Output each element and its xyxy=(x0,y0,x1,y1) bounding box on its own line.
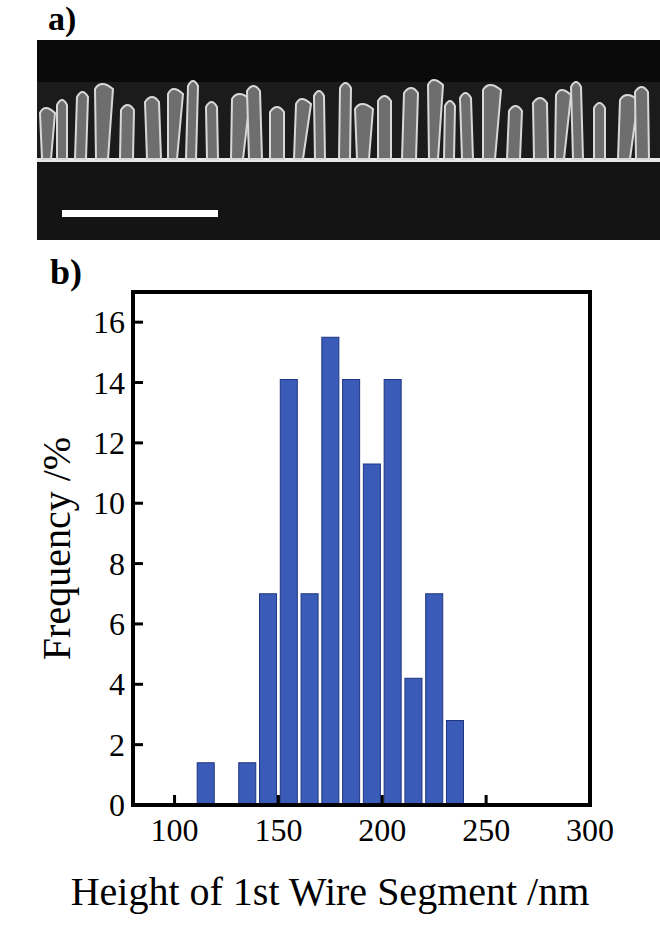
nanowire xyxy=(40,108,55,159)
x-tick-label: 150 xyxy=(254,812,302,848)
nanowire xyxy=(247,86,262,159)
nanowire xyxy=(270,107,284,159)
bars xyxy=(197,337,463,805)
nanowire xyxy=(460,93,473,159)
x-tick-label: 100 xyxy=(151,812,199,848)
nanowire xyxy=(145,97,161,159)
nanowire xyxy=(635,87,649,159)
y-tick-label: 4 xyxy=(109,666,125,702)
nanowire xyxy=(120,105,134,159)
nanowire xyxy=(75,92,88,159)
nanowire xyxy=(555,90,571,159)
nanowire xyxy=(57,100,67,159)
y-tick-label: 14 xyxy=(93,365,125,401)
panel-label: a) xyxy=(48,0,76,38)
x-tick-label: 200 xyxy=(358,812,406,848)
figure: a) b) 0 2 4 6 8 10 12 14 16 100 150 200 250 300 Frequenc… xyxy=(0,0,660,934)
nanowire xyxy=(378,96,391,159)
bar xyxy=(280,380,297,805)
nanowire xyxy=(444,101,455,159)
nanowire xyxy=(95,84,113,159)
nanowire xyxy=(294,99,311,159)
nanowire xyxy=(483,85,501,159)
nanowire xyxy=(206,102,218,159)
nanowire xyxy=(339,83,351,159)
bar xyxy=(446,721,463,805)
bar xyxy=(301,594,318,805)
bar xyxy=(405,678,422,805)
nanowire xyxy=(533,98,548,159)
bar xyxy=(363,464,380,805)
scale-bar xyxy=(62,210,218,217)
bar xyxy=(239,763,256,805)
x-axis-title: Height of 1st Wire Segment /nm xyxy=(71,869,590,914)
nanowire xyxy=(355,104,373,159)
nanowire xyxy=(186,81,198,159)
nanowire xyxy=(594,103,605,159)
bar xyxy=(384,380,401,805)
nanowire xyxy=(507,106,522,159)
plot-frame xyxy=(133,292,590,805)
panel-label: b) xyxy=(50,252,82,292)
y-tick-label: 12 xyxy=(93,425,125,461)
nanowire xyxy=(168,89,183,159)
nanowire xyxy=(314,91,325,159)
bar xyxy=(197,763,214,805)
y-tick-label: 16 xyxy=(93,304,125,340)
nanowire xyxy=(428,80,443,159)
y-tick-label: 0 xyxy=(109,787,125,823)
label-patch xyxy=(37,0,112,40)
image-background xyxy=(37,40,660,240)
image-top xyxy=(37,40,660,82)
y-axis-title: Frequency /% xyxy=(34,437,79,660)
bar xyxy=(260,594,277,805)
nanowire xyxy=(571,82,583,159)
substrate xyxy=(37,162,660,240)
sem-image xyxy=(37,0,660,240)
y-tick-label: 10 xyxy=(93,485,125,521)
x-tick-label: 300 xyxy=(566,812,614,848)
bar xyxy=(322,337,339,805)
y-tick-label: 8 xyxy=(109,546,125,582)
x-tick-label: 250 xyxy=(462,812,510,848)
nanowire xyxy=(402,88,418,159)
bar xyxy=(426,594,443,805)
bar xyxy=(343,380,360,805)
y-tick-label: 6 xyxy=(109,606,125,642)
y-tick-label: 2 xyxy=(109,727,125,763)
